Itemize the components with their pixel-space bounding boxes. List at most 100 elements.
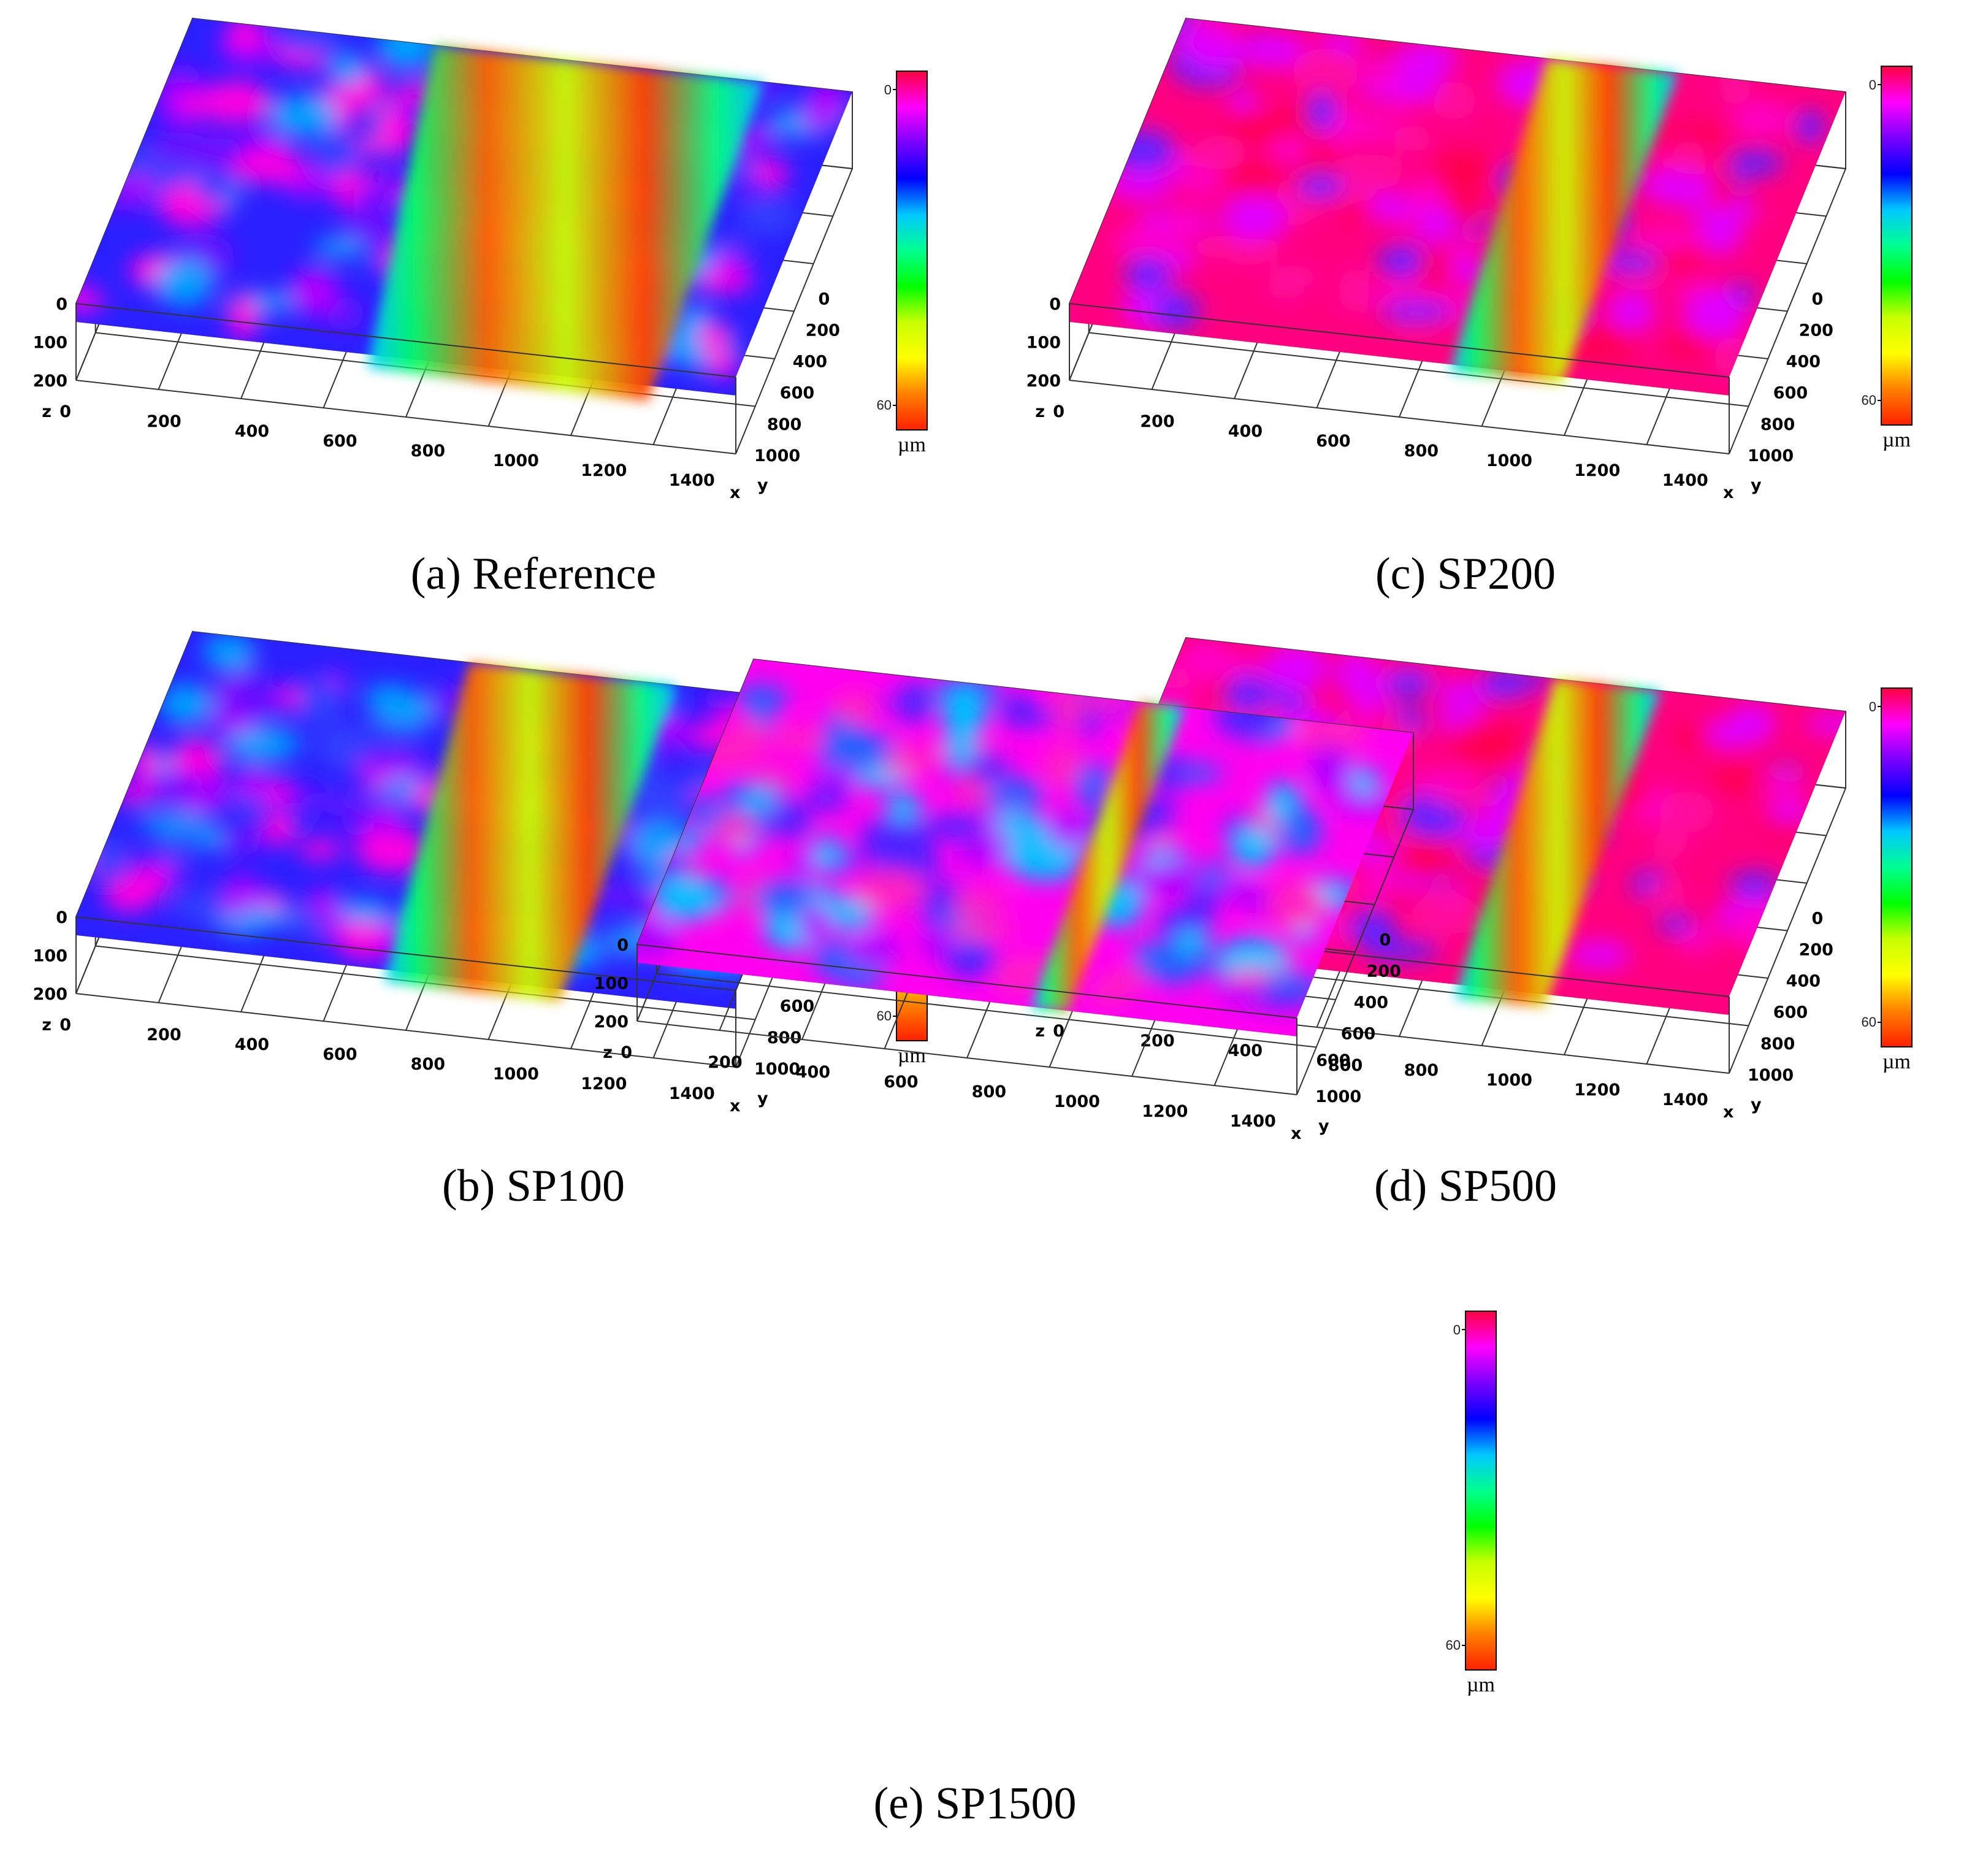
colorbar-label-top: 0 xyxy=(1869,699,1876,714)
y-tick-label: 800 xyxy=(767,415,801,434)
surface-blob xyxy=(770,799,811,840)
colorbar-label-top: 0 xyxy=(1453,1322,1461,1338)
surface-blob xyxy=(885,794,922,821)
x-tick-label: 1400 xyxy=(1662,1090,1708,1109)
colorbar-label-bottom: 60 xyxy=(877,1008,892,1024)
surface-blob xyxy=(227,293,259,341)
z-tick-label: 100 xyxy=(594,974,629,994)
y-tick-label: 800 xyxy=(1328,1056,1362,1075)
surface-blob xyxy=(1418,247,1448,289)
surface-blob xyxy=(1384,670,1432,697)
surface-blob xyxy=(1392,70,1440,102)
surface-blob xyxy=(1112,226,1187,259)
surface-blob xyxy=(1453,719,1523,765)
z-axis-label: z xyxy=(603,1043,613,1062)
y-tick-label: 800 xyxy=(1760,1035,1795,1054)
surface-blob xyxy=(1395,42,1458,78)
surface-blob xyxy=(287,913,329,935)
colorbar-label-top: 0 xyxy=(1869,77,1876,93)
surface-blob xyxy=(1448,256,1483,283)
x-tick-label: 800 xyxy=(972,1082,1006,1101)
colorbar: 0 60 µm xyxy=(877,71,928,456)
y-tick-label: 600 xyxy=(1773,384,1808,403)
surface-blob xyxy=(353,183,396,228)
panel-caption: (c) SP200 xyxy=(1375,549,1556,599)
surface-blob xyxy=(1731,102,1792,137)
axis-labels: 0100200z0200400600800100012001400x020040… xyxy=(33,903,840,1116)
surface-blob xyxy=(108,784,156,803)
surface-blob xyxy=(1765,803,1815,822)
y-tick-label: 600 xyxy=(780,384,814,403)
surface-blob xyxy=(1648,878,1686,908)
surface-blob xyxy=(847,932,902,967)
surface-blob xyxy=(1718,66,1751,105)
y-axis-label: y xyxy=(757,1089,768,1108)
surface-blob xyxy=(220,825,262,856)
surface-blob xyxy=(155,258,213,307)
x-tick-label: 400 xyxy=(235,1035,269,1054)
surface-blob xyxy=(147,132,212,163)
surface-blob xyxy=(115,174,158,197)
surface-blob xyxy=(1631,228,1704,250)
x-tick-label: 200 xyxy=(147,1025,181,1044)
z-tick-label: 100 xyxy=(1026,334,1061,353)
surface-blob xyxy=(334,56,366,85)
surface-blob xyxy=(342,792,377,839)
surface-blob xyxy=(1347,768,1380,795)
surface-blob xyxy=(637,916,679,960)
surface-blob xyxy=(1795,110,1825,143)
surface-blob xyxy=(1406,770,1481,794)
colorbar: 0 60 µm xyxy=(1862,66,1913,451)
surface-blob xyxy=(583,883,658,906)
surface-blob xyxy=(1338,201,1372,223)
floor-grid-line xyxy=(75,380,736,454)
x-tick-label: 800 xyxy=(1404,442,1439,461)
surface-blob xyxy=(289,269,339,315)
surface-blob xyxy=(1732,903,1779,952)
x-axis-label: x xyxy=(1723,483,1733,502)
z-tick-label: 100 xyxy=(33,334,67,353)
groove xyxy=(1450,58,1679,384)
surface-blob xyxy=(993,811,1044,838)
y-tick-label: 400 xyxy=(1786,972,1821,991)
surface-blob xyxy=(1365,940,1440,962)
surface-blob xyxy=(864,855,932,875)
surface-blob xyxy=(1263,643,1329,692)
y-tick-label: 1000 xyxy=(1315,1087,1361,1106)
y-axis-label: y xyxy=(757,476,768,495)
colorbar-bar xyxy=(1881,66,1913,426)
colorbar-unit: µm xyxy=(898,434,926,456)
surface-blob xyxy=(694,273,755,293)
x-tick-label: 0 xyxy=(59,1016,71,1035)
surface-blob xyxy=(237,908,297,925)
surface-blob xyxy=(1683,290,1747,339)
z-axis-label: z xyxy=(42,1016,52,1035)
surface-blob xyxy=(852,870,927,911)
surface-blob xyxy=(297,680,343,727)
surface-blob xyxy=(354,755,429,781)
colorbar-bar xyxy=(896,71,928,431)
surface-blob xyxy=(752,880,811,915)
z-tick-label: 200 xyxy=(33,985,67,1004)
surface-blob xyxy=(741,791,776,811)
x-tick-label: 600 xyxy=(884,1073,918,1092)
x-tick-label: 400 xyxy=(235,422,269,441)
surface-blob xyxy=(716,814,754,844)
z-tick-label: 0 xyxy=(1049,295,1061,314)
surface-blob xyxy=(229,18,261,49)
y-axis-label: y xyxy=(1318,1117,1329,1136)
z-tick-label: 0 xyxy=(617,936,629,955)
panel-caption: (b) SP100 xyxy=(442,1161,625,1211)
y-tick-label: 600 xyxy=(780,997,814,1016)
surface-blob xyxy=(1239,33,1310,69)
surface-blob xyxy=(1297,715,1345,751)
surface-blob xyxy=(1435,680,1492,708)
surface-blob xyxy=(1569,941,1630,970)
colorbar-label-bottom: 60 xyxy=(1862,1014,1876,1030)
x-tick-label: 1200 xyxy=(581,1074,627,1093)
surface-blob xyxy=(956,840,996,867)
surface-blob xyxy=(1672,140,1705,175)
surface-blob xyxy=(1045,810,1085,850)
